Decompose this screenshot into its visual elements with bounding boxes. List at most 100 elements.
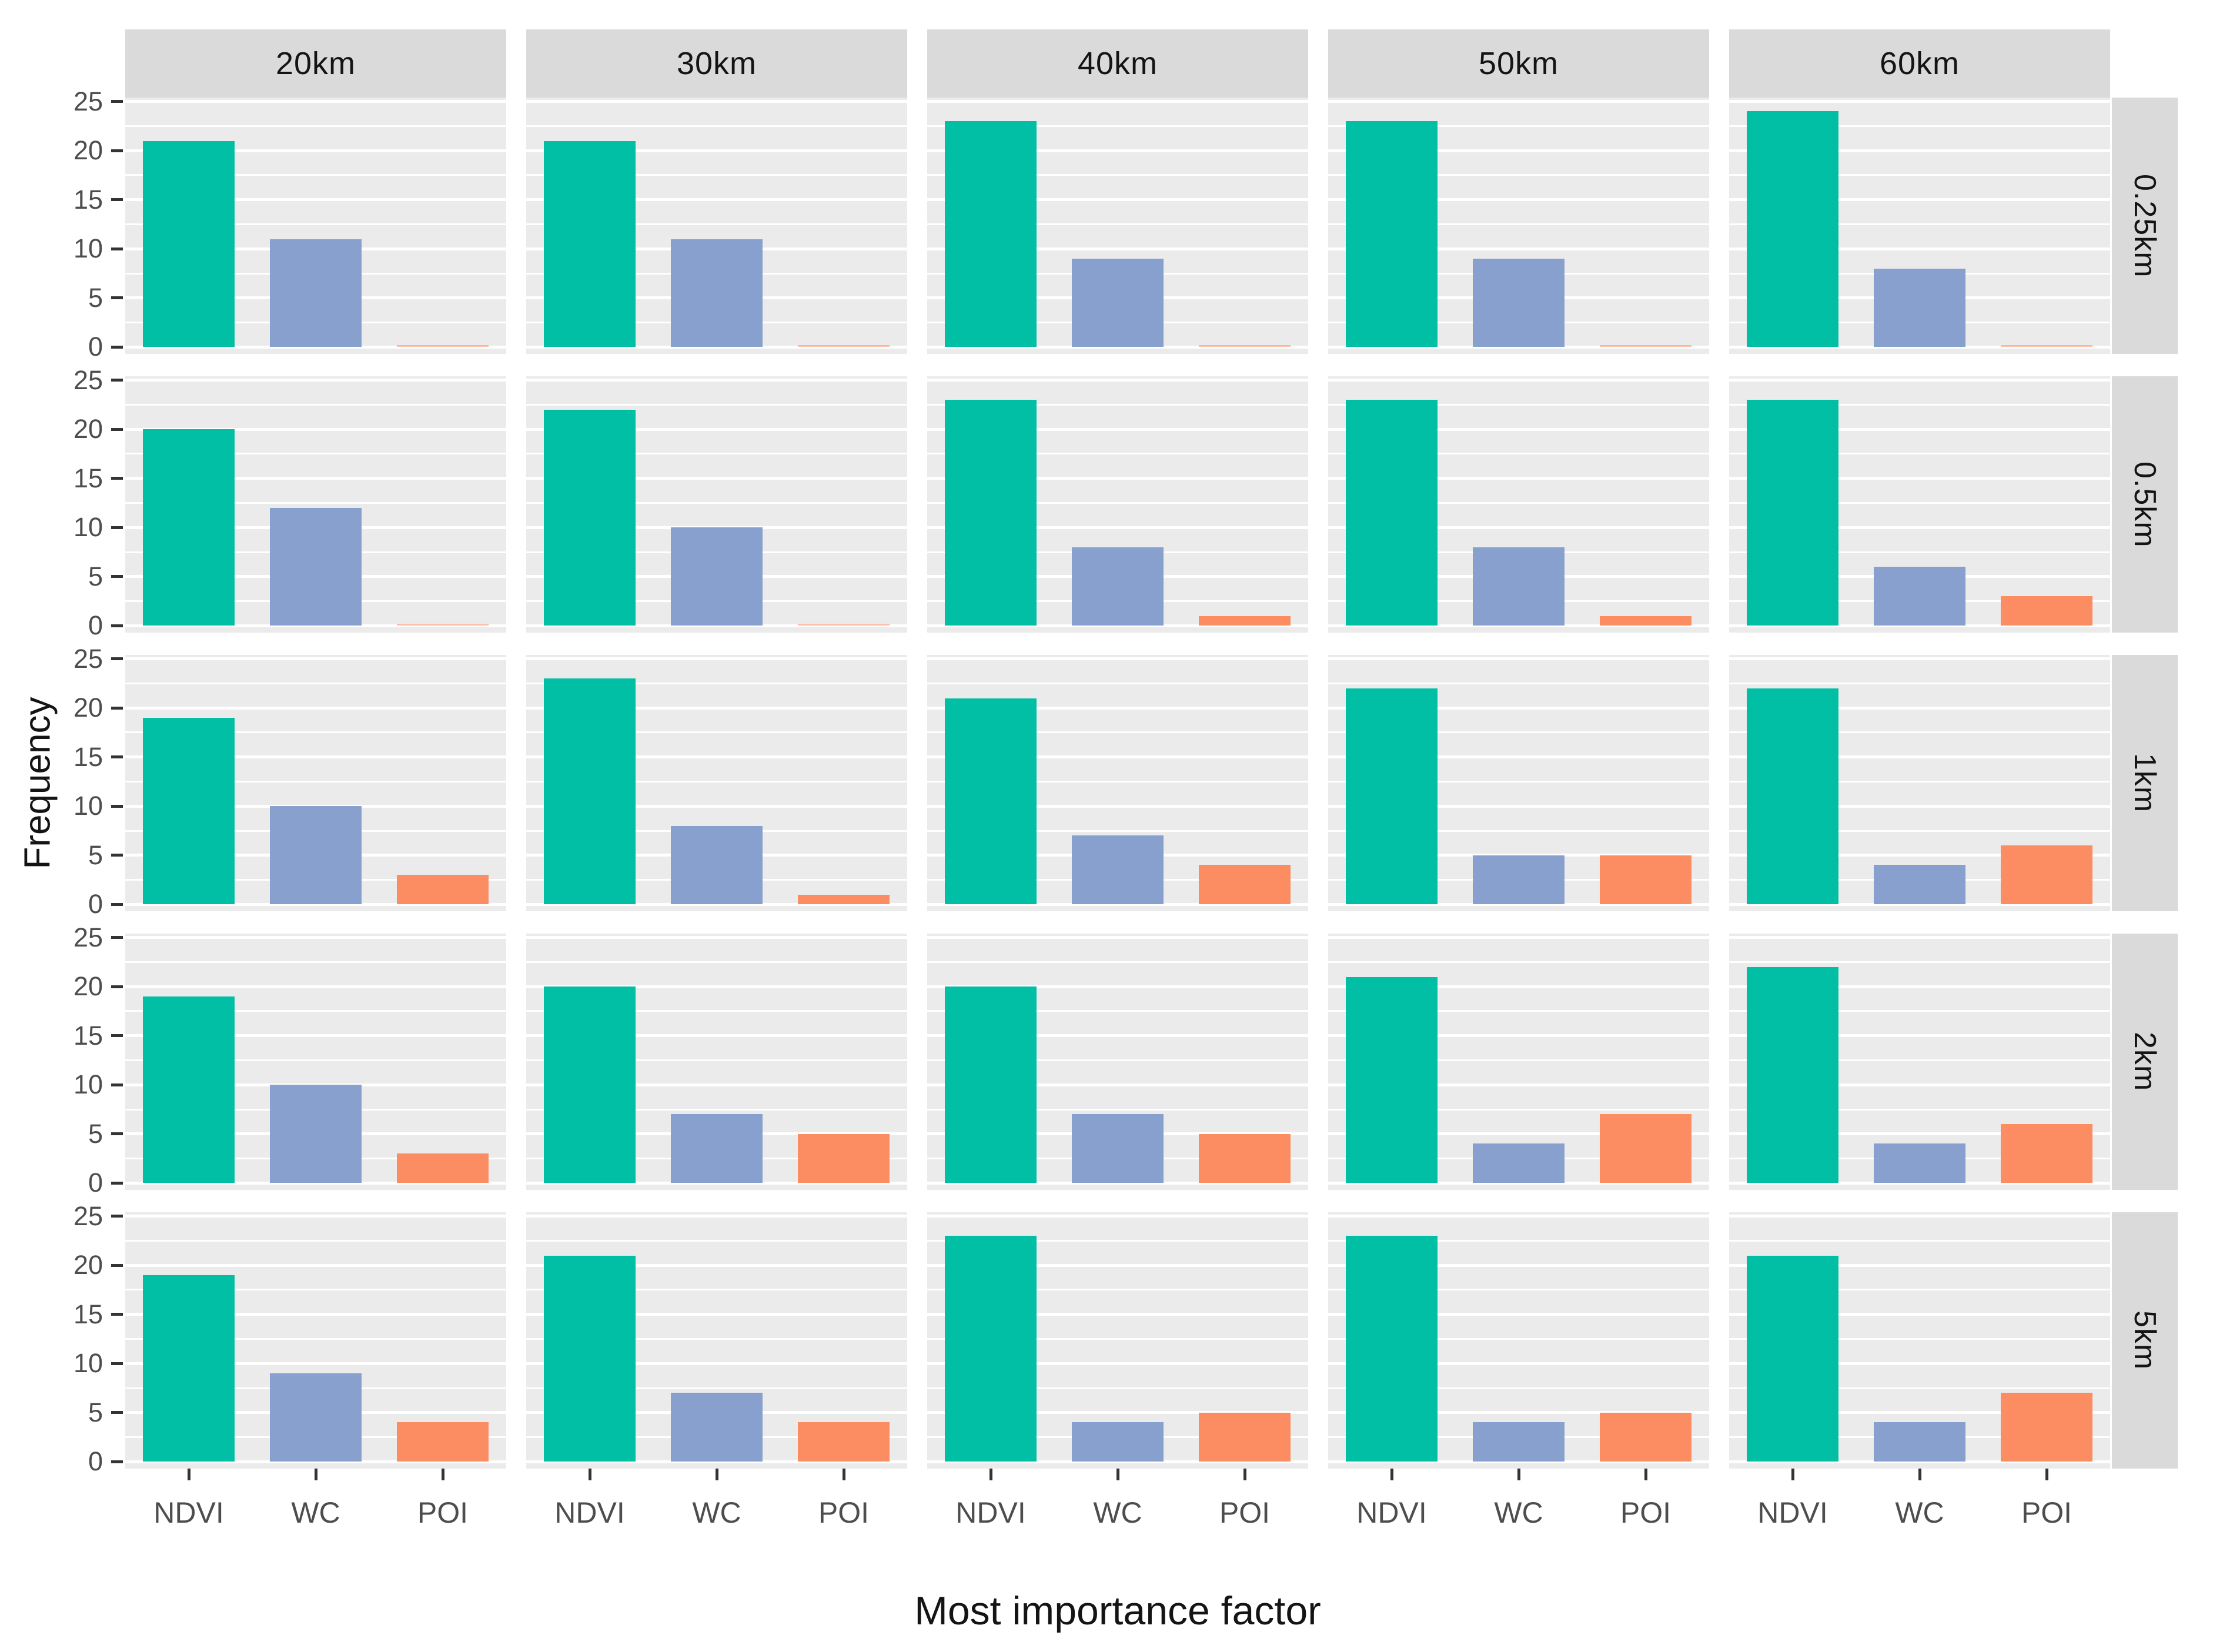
facet-panel-0.5km-20km <box>125 376 506 633</box>
gridline-major <box>1729 854 2110 857</box>
gridline-major <box>1328 804 1709 808</box>
bar-ndvi <box>945 400 1037 626</box>
gridline-minor <box>1729 551 2110 553</box>
gridline-minor <box>125 1239 506 1242</box>
gridline-minor <box>526 223 907 225</box>
gridline-major <box>1328 755 1709 759</box>
facet-panel-0.25km-20km <box>125 98 506 354</box>
y-tick-label: 0 <box>88 1446 103 1477</box>
y-tick-mark <box>111 657 123 661</box>
bar-ndvi <box>1747 688 1838 905</box>
gridline-major <box>1729 247 2110 250</box>
gridline-minor <box>1729 1289 2110 1291</box>
bar-ndvi <box>544 141 636 347</box>
gridline-minor <box>1729 780 2110 782</box>
bar-poi <box>1600 1114 1691 1183</box>
y-tick-label: 10 <box>73 512 103 543</box>
y-tick-label: 15 <box>73 1020 103 1051</box>
gridline-minor <box>1729 1108 2110 1111</box>
bar-ndvi <box>1747 400 1838 626</box>
gridline-major <box>927 804 1308 808</box>
gridline-major <box>927 247 1308 250</box>
y-tick-mark <box>111 198 123 202</box>
bar-poi <box>397 345 489 347</box>
x-tick-mark <box>2045 1469 2048 1480</box>
bar-wc <box>270 806 362 905</box>
facet-panel-2km-50km <box>1328 934 1709 1190</box>
gridline-major <box>526 477 907 480</box>
gridline-major <box>125 624 506 627</box>
gridline-minor <box>1729 1010 2110 1012</box>
gridline-minor <box>526 125 907 127</box>
bar-ndvi <box>1346 121 1438 347</box>
gridline-major <box>1328 100 1709 103</box>
y-tick-mark <box>111 1263 123 1267</box>
bar-poi <box>1199 1412 1291 1462</box>
gridline-major <box>125 1181 506 1185</box>
x-tick-label: NDVI <box>153 1496 224 1529</box>
gridline-minor <box>927 223 1308 225</box>
facet-row-strip-label: 2km <box>2128 1032 2162 1092</box>
gridline-minor <box>1328 1239 1709 1242</box>
gridline-major <box>927 1215 1308 1218</box>
gridline-major <box>927 526 1308 529</box>
y-tick-mark <box>111 1362 123 1365</box>
gridline-major <box>927 1313 1308 1316</box>
gridline-minor <box>526 1239 907 1242</box>
gridline-minor <box>1328 830 1709 832</box>
gridline-minor <box>1729 830 2110 832</box>
y-tick-mark <box>111 1460 123 1463</box>
gridline-major <box>526 624 907 627</box>
bar-poi <box>798 1422 890 1462</box>
y-tick-label: 5 <box>88 282 103 313</box>
gridline-minor <box>1729 223 2110 225</box>
gridline-major <box>125 345 506 349</box>
y-tick-label: 20 <box>73 971 103 1002</box>
gridline-major <box>1729 1263 2110 1267</box>
bar-ndvi <box>143 429 235 626</box>
gridline-minor <box>1328 403 1709 406</box>
gridline-major <box>927 1263 1308 1267</box>
y-tick-label: 0 <box>88 610 103 641</box>
gridline-major <box>927 902 1308 906</box>
gridline-minor <box>1328 223 1709 225</box>
bar-ndvi <box>945 986 1037 1183</box>
y-tick-label: 15 <box>73 184 103 215</box>
gridline-major <box>1729 624 2110 627</box>
gridline-minor <box>927 1337 1308 1340</box>
gridline-major <box>125 1215 506 1218</box>
gridline-major <box>526 936 907 939</box>
gridline-minor <box>125 1337 506 1340</box>
y-tick-mark <box>111 854 123 857</box>
gridline-major <box>927 1034 1308 1038</box>
y-tick-mark <box>111 345 123 349</box>
gridline-major <box>526 1034 907 1038</box>
gridline-minor <box>526 1108 907 1111</box>
y-tick-mark <box>111 624 123 627</box>
bar-wc <box>1874 1143 1965 1183</box>
gridline-minor <box>526 1387 907 1389</box>
x-tick-mark <box>715 1469 718 1480</box>
gridline-major <box>927 477 1308 480</box>
gridline-major <box>125 1034 506 1038</box>
bar-wc <box>270 1373 362 1462</box>
y-tick-mark <box>111 1034 123 1038</box>
y-tick-mark <box>111 804 123 808</box>
gridline-minor <box>927 1239 1308 1242</box>
gridline-major <box>1729 427 2110 431</box>
bar-wc <box>1473 1143 1565 1183</box>
gridline-minor <box>526 961 907 963</box>
facet-panel-2km-40km <box>927 934 1308 1190</box>
x-tick-mark <box>314 1469 317 1480</box>
gridline-minor <box>1328 453 1709 455</box>
x-tick-label: POI <box>1620 1496 1672 1529</box>
facet-panel-2km-20km <box>125 934 506 1190</box>
x-tick-mark <box>441 1469 444 1480</box>
gridline-major <box>526 1181 907 1185</box>
gridline-minor <box>125 731 506 734</box>
y-tick-mark <box>111 526 123 529</box>
gridline-major <box>125 100 506 103</box>
gridline-major <box>1729 1362 2110 1365</box>
gridline-minor <box>927 1010 1308 1012</box>
